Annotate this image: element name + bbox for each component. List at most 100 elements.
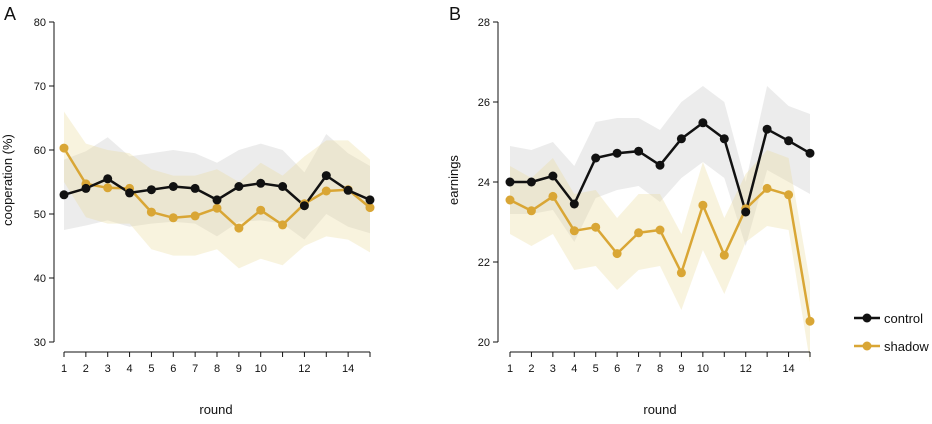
panel-a-control-point bbox=[146, 185, 156, 195]
panel-b-shadow-point bbox=[784, 190, 794, 200]
panel-a-x-axis-title: round bbox=[199, 402, 232, 417]
legend-control-label: control bbox=[884, 311, 923, 326]
panel-b-x-tick-label: 14 bbox=[782, 363, 794, 375]
panel-b-shadow-point bbox=[569, 226, 579, 236]
panel-b-shadow-point bbox=[634, 228, 644, 238]
panel-a-control-point bbox=[168, 182, 178, 191]
panel-a-x-tick-label: 9 bbox=[236, 363, 242, 375]
panel-a-shadow-point bbox=[146, 207, 156, 217]
panel-b-shadow-point bbox=[612, 249, 622, 259]
panel-a-shadow-point bbox=[59, 143, 69, 153]
panel-a-y-tick-label: 30 bbox=[34, 337, 46, 349]
panel-a-control-point bbox=[256, 178, 266, 188]
panel-b-control-point bbox=[698, 118, 708, 128]
panel-a-x-tick-label: 1 bbox=[61, 363, 67, 375]
panel-b-shadow-point bbox=[548, 191, 558, 201]
panel-a-x-tick-label: 5 bbox=[148, 363, 154, 375]
panel-a-x-tick-label: 10 bbox=[255, 363, 267, 375]
panel-b-control-point bbox=[676, 134, 686, 144]
panel-a-letter: A bbox=[4, 4, 16, 24]
panel-b-control-point bbox=[526, 177, 536, 187]
panel-a-points bbox=[59, 143, 375, 233]
panel-a-x-tick-label: 14 bbox=[342, 363, 354, 375]
panel-a-shadow-point bbox=[278, 220, 288, 230]
panel-b-shadow-point bbox=[719, 250, 729, 260]
legend-shadow-label: shadow bbox=[884, 339, 929, 354]
panel-a-shadow-point bbox=[234, 223, 244, 233]
panel-a-control-point bbox=[81, 183, 91, 193]
panel-b-x-tick-label: 10 bbox=[697, 363, 709, 375]
panel-a-control-point bbox=[212, 195, 222, 205]
panel-b-y-tick-label: 26 bbox=[478, 97, 490, 109]
panel-a-shadow-point bbox=[256, 205, 266, 215]
panel-a-shadow-point bbox=[103, 183, 113, 193]
panel-a-shadow-point bbox=[212, 203, 222, 213]
panel-a-shadow-point bbox=[168, 213, 178, 223]
panel-a-y-tick-label: 80 bbox=[34, 17, 46, 29]
panel-b-shadow-point bbox=[676, 268, 686, 278]
panel-a-x-tick-label: 7 bbox=[192, 363, 198, 375]
panel-b-control-point bbox=[805, 148, 815, 158]
panel-b-x-axis: 1 2 3 4 5 6 7 8 9 10 12 14 bbox=[507, 351, 811, 375]
panel-a-y-tick-label: 50 bbox=[34, 209, 46, 221]
panel-b-x-tick-label: 3 bbox=[550, 363, 556, 375]
panel-b-y-tick-label: 24 bbox=[478, 177, 490, 189]
panel-b-control-point bbox=[719, 134, 729, 144]
panel-a-x-tick-label: 12 bbox=[298, 363, 310, 375]
panel-a-y-tick-label: 70 bbox=[34, 81, 46, 93]
panel-b-x-tick-label: 12 bbox=[740, 363, 752, 375]
panel-b-control-point bbox=[612, 148, 622, 158]
panel-b-control-point bbox=[569, 199, 579, 209]
panel-a-x-tick-label: 2 bbox=[83, 363, 89, 375]
panel-b-y-tick-label: 28 bbox=[478, 17, 490, 29]
panel-b-control-point bbox=[591, 153, 601, 163]
panel-b-shadow-point bbox=[526, 206, 536, 216]
panel-a-y-tick-label: 60 bbox=[34, 145, 46, 157]
panel-b-x-tick-label: 8 bbox=[657, 363, 663, 375]
panel-b-control-point bbox=[548, 171, 558, 181]
panel-a-control-point bbox=[365, 195, 375, 205]
panel-a-y-axis: 30 40 50 60 70 80 bbox=[34, 17, 55, 349]
panel-b-control-point bbox=[655, 160, 665, 170]
panel-a-shadow-point bbox=[190, 211, 200, 221]
panel-b-letter: B bbox=[449, 4, 461, 24]
panel-a-control-point bbox=[234, 182, 244, 191]
panel-b-x-tick-label: 6 bbox=[614, 363, 620, 375]
panel-b-x-tick-label: 7 bbox=[636, 363, 642, 375]
panel-b-shadow-point bbox=[591, 222, 601, 232]
panel-a-control-point bbox=[103, 174, 113, 184]
panel-a-control-point bbox=[59, 190, 69, 200]
panel-a-control-point bbox=[299, 201, 309, 211]
legend: control shadow bbox=[854, 311, 929, 354]
panel-b-x-axis-title: round bbox=[643, 402, 676, 417]
panel-b-control-point bbox=[741, 207, 751, 217]
panel-a-control-point bbox=[278, 182, 288, 191]
panel-a-y-tick-label: 40 bbox=[34, 273, 46, 285]
panel-a-y-axis-title: cooperation (%) bbox=[0, 134, 15, 226]
panel-b-x-tick-label: 4 bbox=[571, 363, 577, 375]
legend-control-marker bbox=[862, 313, 872, 323]
panel-a-shadow-point bbox=[365, 203, 375, 213]
panel-b-points bbox=[505, 118, 815, 326]
panel-b-control-point bbox=[505, 177, 515, 187]
panel-b-shadow-point bbox=[762, 183, 772, 193]
panel-a-x-tick-label: 6 bbox=[170, 363, 176, 375]
panel-b-y-axis-title: earnings bbox=[446, 155, 461, 205]
panel-b-control-point bbox=[634, 146, 644, 156]
panel-a-shadow-point bbox=[321, 186, 331, 196]
panel-b-control-point bbox=[784, 136, 794, 146]
panel-b-x-tick-label: 1 bbox=[507, 363, 513, 375]
panel-b-x-tick-label: 2 bbox=[528, 363, 534, 375]
legend-shadow-marker bbox=[862, 341, 872, 351]
panel-a-control-point bbox=[190, 183, 200, 193]
panel-b-shadow-point bbox=[655, 225, 665, 235]
panel-b-x-tick-label: 9 bbox=[678, 363, 684, 375]
panel-a-control-point bbox=[321, 171, 331, 181]
panel-b-y-tick-label: 20 bbox=[478, 337, 490, 349]
panel-b-shadow-band bbox=[510, 150, 810, 362]
panel-a-x-tick-label: 8 bbox=[214, 363, 220, 375]
